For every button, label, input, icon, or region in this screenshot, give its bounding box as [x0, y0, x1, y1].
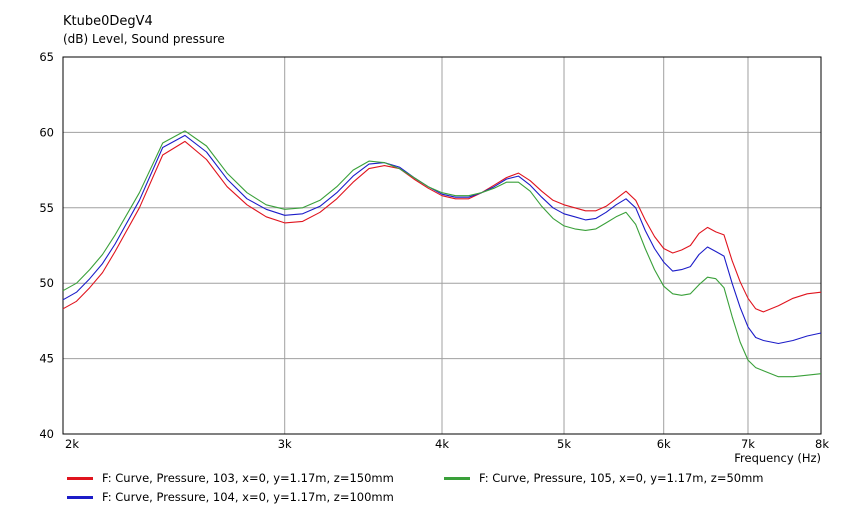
tick-labels: 2k 3k 4k 5k 6k 7k 8k 40 45 50 55 60 65 — [39, 50, 829, 451]
legend-swatch-104 — [67, 495, 93, 499]
y-tick-label: 60 — [39, 125, 54, 139]
legend-entry-103: F: Curve, Pressure, 103, x=0, y=1.17m, z… — [67, 471, 394, 485]
legend-label-104: F: Curve, Pressure, 104, x=0, y=1.17m, z… — [102, 490, 394, 504]
x-tick-label: 6k — [657, 437, 671, 451]
x-tick-label: 3k — [278, 437, 292, 451]
plot-frame — [62, 56, 822, 435]
x-axis-label: Frequency (Hz) — [734, 451, 821, 465]
x-tick-label: 7k — [741, 437, 755, 451]
y-tick-label: 40 — [39, 427, 54, 441]
y-axis-label: (dB) Level, Sound pressure — [63, 32, 225, 46]
y-tick-label: 45 — [39, 352, 54, 366]
legend-entry-104: F: Curve, Pressure, 104, x=0, y=1.17m, z… — [67, 490, 394, 504]
series-line-104 — [62, 134, 822, 345]
legend-label-105: F: Curve, Pressure, 105, x=0, y=1.17m, z… — [479, 471, 764, 485]
chart-title: Ktube0DegV4 — [63, 14, 153, 29]
y-tick-label: 50 — [39, 276, 54, 290]
x-tick-label: 4k — [435, 437, 449, 451]
x-tick-label: 5k — [557, 437, 571, 451]
y-tick-label: 55 — [39, 201, 54, 215]
legend-swatch-103 — [67, 476, 93, 480]
series-lines — [62, 130, 822, 378]
y-tick-label: 65 — [39, 50, 54, 64]
x-tick-label: 8k — [815, 437, 829, 451]
x-tick-label: 2k — [65, 437, 79, 451]
series-line-105 — [62, 130, 822, 378]
series-line-103 — [62, 140, 822, 313]
legend-entry-105: F: Curve, Pressure, 105, x=0, y=1.17m, z… — [444, 471, 764, 485]
legend-swatch-105 — [444, 476, 470, 480]
grid-lines — [62, 56, 822, 435]
legend-label-103: F: Curve, Pressure, 103, x=0, y=1.17m, z… — [102, 471, 394, 485]
